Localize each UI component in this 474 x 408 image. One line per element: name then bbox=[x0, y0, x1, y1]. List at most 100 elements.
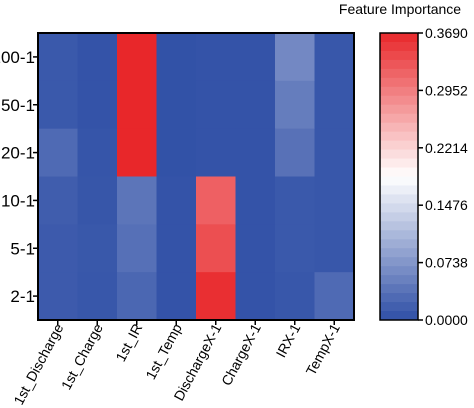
heatmap-cell bbox=[77, 272, 118, 321]
x-tick-label: IRX-1 bbox=[272, 321, 303, 360]
heatmap-cell bbox=[77, 128, 118, 177]
heatmap-cell bbox=[117, 272, 157, 321]
heatmap-cell bbox=[117, 128, 157, 177]
heatmap-cell bbox=[196, 33, 236, 82]
heatmap-cell bbox=[275, 128, 315, 177]
heatmap-cell bbox=[314, 176, 355, 225]
colorbar-swatch bbox=[380, 221, 418, 231]
heatmap-cell bbox=[235, 224, 276, 273]
heatmap-cell bbox=[314, 33, 355, 82]
heatmap-cell bbox=[275, 176, 315, 225]
colorbar-swatch bbox=[380, 41, 418, 52]
colorbar-swatch bbox=[380, 311, 418, 321]
colorbar-swatch bbox=[380, 230, 418, 240]
colorbar-swatch bbox=[380, 257, 418, 267]
colorbar-swatch bbox=[380, 33, 418, 43]
y-tick-label: 2-1 bbox=[10, 287, 35, 306]
heatmap-cell bbox=[235, 272, 276, 321]
colorbar-swatch bbox=[380, 293, 418, 303]
colorbar-swatch bbox=[380, 113, 418, 124]
x-tick-label: 1st_Discharge bbox=[10, 321, 66, 408]
colorbar-tick-label: 0.1476 bbox=[425, 197, 468, 213]
colorbar-swatch bbox=[380, 86, 418, 97]
colorbar-swatch bbox=[380, 149, 418, 160]
colorbar-swatch bbox=[380, 302, 418, 312]
colorbar-tick-label: 0.2214 bbox=[425, 140, 468, 156]
colorbar-swatch bbox=[380, 176, 418, 186]
heatmap-cell bbox=[235, 80, 276, 130]
heatmap-cell bbox=[38, 33, 78, 82]
y-tick-label: 20-1 bbox=[1, 144, 35, 163]
heatmap-cell bbox=[314, 128, 355, 177]
heatmap-cell bbox=[275, 33, 315, 82]
heatmap-cell bbox=[275, 272, 315, 321]
heatmap-cell bbox=[77, 176, 118, 225]
colorbar-tick-label: 0.2952 bbox=[425, 82, 468, 98]
y-tick-label: 5-1 bbox=[10, 239, 35, 258]
colorbar-swatch bbox=[380, 212, 418, 222]
colorbar-swatch bbox=[380, 185, 418, 195]
heatmap-cell bbox=[77, 80, 118, 130]
x-tick-label: TempX-1 bbox=[302, 321, 343, 378]
colorbar-swatch bbox=[380, 95, 418, 106]
heatmap-cell bbox=[196, 176, 236, 225]
colorbar-swatch bbox=[380, 275, 418, 285]
colorbar-swatch bbox=[380, 167, 418, 177]
colorbar-swatch bbox=[380, 122, 418, 133]
colorbar-swatch bbox=[380, 131, 418, 142]
colorbar-swatch bbox=[380, 248, 418, 258]
heatmap-cell bbox=[196, 224, 236, 273]
heatmap-cell bbox=[275, 80, 315, 130]
heatmap-cell bbox=[156, 128, 197, 177]
x-tick-label: ChargeX-1 bbox=[218, 321, 264, 388]
heatmap-cell bbox=[38, 272, 78, 321]
colorbar-swatch bbox=[380, 140, 418, 151]
heatmap-cell bbox=[38, 224, 78, 273]
x-tick-label: 1st_Charge bbox=[58, 321, 106, 393]
y-tick-label: 10-1 bbox=[1, 191, 35, 210]
colorbar-tick-label: 0.3690 bbox=[425, 25, 468, 41]
colorbar-tick-label: 0.0000 bbox=[425, 312, 468, 328]
heatmap-cell bbox=[117, 176, 157, 225]
heatmap-cell bbox=[235, 33, 276, 82]
colorbar-swatch bbox=[380, 158, 418, 169]
heatmap-cell bbox=[156, 176, 197, 225]
heatmap-cells bbox=[38, 33, 355, 321]
colorbar-tick-label: 0.0738 bbox=[425, 255, 468, 271]
plot-frame bbox=[37, 32, 355, 321]
heatmap-cell bbox=[117, 224, 157, 273]
x-tick-label: 1st_Temp bbox=[142, 321, 185, 382]
heatmap-cell bbox=[156, 80, 197, 130]
colorbar-swatch bbox=[380, 266, 418, 276]
colorbar-label: Feature Importance bbox=[339, 1, 461, 17]
heatmap-cell bbox=[77, 224, 118, 273]
heatmap-cell bbox=[156, 272, 197, 321]
colorbar-swatch bbox=[380, 59, 418, 70]
colorbar: 0.0000 0.0738 0.1476 0.2214 0.2952 0.3690 bbox=[379, 25, 468, 328]
heatmap-cell bbox=[275, 224, 315, 273]
heatmap-cell bbox=[196, 80, 236, 130]
heatmap-cell bbox=[77, 33, 118, 82]
colorbar-swatch bbox=[380, 77, 418, 88]
heatmap-cell bbox=[38, 128, 78, 177]
colorbar-swatch bbox=[380, 194, 418, 204]
heatmap-cell bbox=[156, 224, 197, 273]
colorbar-swatch bbox=[380, 203, 418, 213]
y-tick-label: 100-1 bbox=[0, 48, 35, 67]
y-tick-label: 50-1 bbox=[1, 96, 35, 115]
colorbar-swatch bbox=[380, 284, 418, 294]
heatmap-cell bbox=[196, 128, 236, 177]
heatmap-cell bbox=[38, 176, 78, 225]
colorbar-swatch bbox=[380, 104, 418, 115]
colorbar-swatch bbox=[380, 68, 418, 79]
heatmap-cell bbox=[38, 80, 78, 130]
heatmap-cell bbox=[314, 272, 355, 321]
heatmap-cell bbox=[314, 80, 355, 130]
colorbar-frame bbox=[379, 32, 419, 321]
colorbar-swatch bbox=[380, 239, 418, 249]
heatmap-cell bbox=[235, 176, 276, 225]
heatmap-cell bbox=[314, 224, 355, 273]
heatmap-cell bbox=[196, 272, 236, 321]
